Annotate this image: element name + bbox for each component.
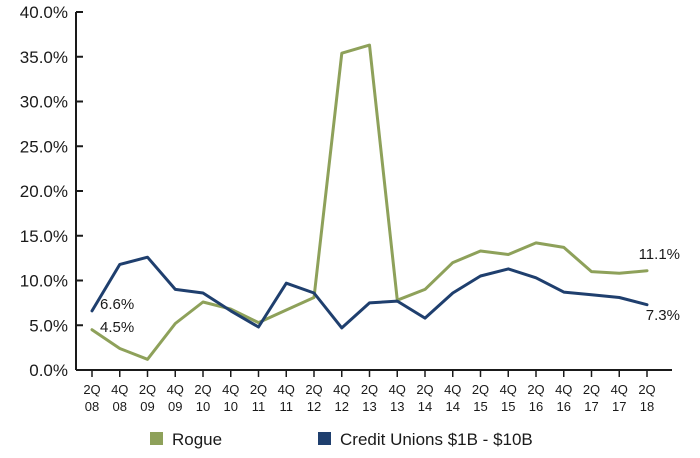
x-tick-label-year: 11 bbox=[280, 399, 294, 414]
x-tick-label-year: 15 bbox=[501, 399, 515, 414]
x-tick-label-quarter: 4Q bbox=[389, 382, 406, 397]
x-tick-label-year: 18 bbox=[640, 399, 654, 414]
y-tick-label: 10.0% bbox=[20, 272, 68, 291]
y-tick-label: 0.0% bbox=[29, 361, 68, 380]
data-label-credit-unions-end: 7.3% bbox=[646, 307, 680, 324]
x-tick-label-quarter: 2Q bbox=[83, 382, 100, 397]
x-tick-label-quarter: 2Q bbox=[416, 382, 433, 397]
y-tick-label: 25.0% bbox=[20, 137, 68, 156]
x-tick-label-quarter: 2Q bbox=[527, 382, 544, 397]
legend-label: Rogue bbox=[172, 430, 222, 449]
x-tick-label-quarter: 2Q bbox=[139, 382, 156, 397]
y-tick-label: 5.0% bbox=[29, 316, 68, 335]
x-tick-label-year: 15 bbox=[473, 399, 487, 414]
data-label-credit-unions-start: 6.6% bbox=[100, 296, 134, 313]
x-tick-label-quarter: 4Q bbox=[167, 382, 184, 397]
x-tick-label-year: 09 bbox=[168, 399, 182, 414]
legend-item: Rogue bbox=[150, 430, 222, 449]
legend: Rogue Credit Unions $1B - $10B bbox=[150, 430, 533, 449]
y-tick-label: 15.0% bbox=[20, 227, 68, 246]
x-tick-label-year: 17 bbox=[612, 399, 626, 414]
y-axis: 0.0% 5.0% 10.0% 15.0% 20.0% 25.0% 30.0% 35.0% 40… bbox=[20, 3, 83, 380]
x-tick-label-quarter: 4Q bbox=[500, 382, 517, 397]
x-tick-label-quarter: 2Q bbox=[638, 382, 655, 397]
x-tick-label-year: 11 bbox=[252, 399, 266, 414]
x-tick-label-year: 16 bbox=[557, 399, 571, 414]
x-tick-label-year: 14 bbox=[418, 399, 432, 414]
x-tick-label-quarter: 2Q bbox=[305, 382, 322, 397]
x-tick-label-quarter: 2Q bbox=[194, 382, 211, 397]
x-tick-label-quarter: 2Q bbox=[250, 382, 267, 397]
x-tick-label-year: 13 bbox=[362, 399, 376, 414]
x-tick-label-year: 10 bbox=[196, 399, 210, 414]
series-line-rogue bbox=[90, 43, 649, 361]
x-tick-label-quarter: 4Q bbox=[555, 382, 572, 397]
data-label-rogue-end: 11.1% bbox=[639, 246, 680, 263]
y-tick-label: 30.0% bbox=[20, 93, 68, 112]
x-tick-label-year: 17 bbox=[584, 399, 598, 414]
y-tick-label: 20.0% bbox=[20, 182, 68, 201]
x-tick-label-year: 08 bbox=[113, 399, 127, 414]
x-tick-label-year: 09 bbox=[140, 399, 154, 414]
x-tick-label-quarter: 4Q bbox=[222, 382, 239, 397]
x-tick-label-year: 08 bbox=[85, 399, 99, 414]
x-tick-label-quarter: 2Q bbox=[361, 382, 378, 397]
y-tick-label: 35.0% bbox=[20, 48, 68, 67]
legend-swatch bbox=[150, 432, 163, 445]
x-tick-label-quarter: 2Q bbox=[472, 382, 489, 397]
x-tick-label-quarter: 4Q bbox=[111, 382, 128, 397]
x-tick-label-year: 13 bbox=[390, 399, 404, 414]
series-layer bbox=[90, 43, 649, 361]
x-tick-label-year: 12 bbox=[307, 399, 321, 414]
data-label-rogue-start: 4.5% bbox=[100, 319, 134, 336]
x-tick-label-quarter: 4Q bbox=[611, 382, 628, 397]
x-tick-label-year: 16 bbox=[529, 399, 543, 414]
x-tick-label-quarter: 4Q bbox=[278, 382, 295, 397]
y-tick-label: 40.0% bbox=[20, 3, 68, 22]
legend-swatch bbox=[318, 432, 331, 445]
x-tick-label-quarter: 4Q bbox=[333, 382, 350, 397]
legend-item: Credit Unions $1B - $10B bbox=[318, 430, 533, 449]
series-line-credit-unions bbox=[90, 255, 649, 330]
data-labels: 4.5% 11.1% 6.6% 7.3% bbox=[100, 246, 680, 336]
x-tick-label-year: 12 bbox=[335, 399, 349, 414]
legend-label: Credit Unions $1B - $10B bbox=[340, 430, 533, 449]
x-tick-label-quarter: 2Q bbox=[583, 382, 600, 397]
x-axis: 2Q084Q082Q094Q092Q104Q102Q114Q112Q124Q12… bbox=[76, 369, 672, 414]
x-tick-label-year: 14 bbox=[446, 399, 460, 414]
x-tick-label-year: 10 bbox=[224, 399, 238, 414]
x-tick-label-quarter: 4Q bbox=[444, 382, 461, 397]
